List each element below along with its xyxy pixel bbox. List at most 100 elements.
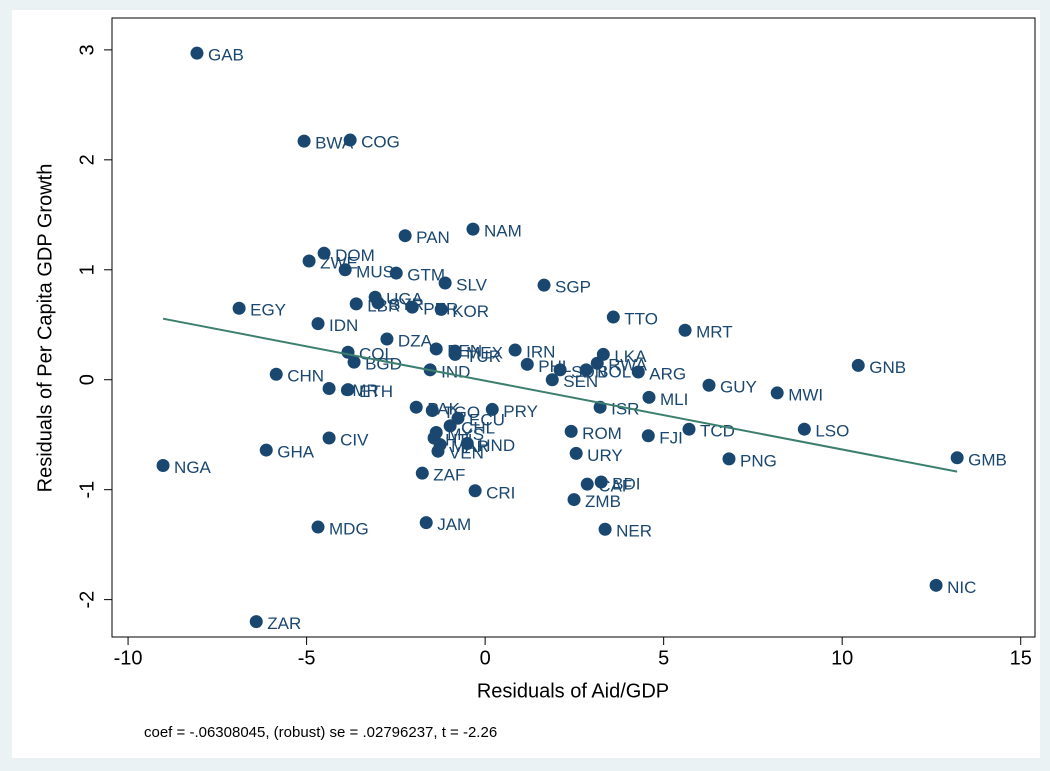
point [678, 323, 692, 337]
x-tick-label: 10 [831, 647, 853, 669]
y-tick-label: -2 [76, 591, 98, 609]
point [485, 402, 499, 416]
point [564, 424, 578, 438]
point-label: PRY [503, 402, 538, 421]
point-label: IND [441, 362, 470, 381]
point-label: BDI [612, 474, 640, 493]
point-label: MDG [329, 520, 369, 539]
point-label: TTO [624, 310, 658, 329]
x-tick-label: -10 [114, 647, 143, 669]
point [770, 386, 784, 400]
x-tick-label: 0 [480, 647, 491, 669]
point [341, 383, 355, 397]
point [398, 229, 412, 243]
point [338, 263, 352, 277]
point [269, 367, 283, 381]
point-label: FJI [659, 428, 683, 447]
point [590, 356, 604, 370]
point-label: ETH [359, 382, 393, 401]
point-label: GHA [277, 443, 315, 462]
point-label: PAN [416, 228, 450, 247]
point-label: NIC [947, 578, 976, 597]
point-label: GMB [968, 450, 1007, 469]
point [302, 254, 316, 268]
point [569, 446, 583, 460]
point-label: CHN [287, 367, 324, 386]
point-label: CHL [461, 418, 495, 437]
point [425, 404, 439, 418]
x-tick-label: 5 [658, 647, 669, 669]
x-tick-label: 15 [1010, 647, 1032, 669]
point-label: ROM [582, 424, 622, 443]
point [349, 297, 363, 311]
point-label: SLV [456, 275, 488, 294]
point-label: ZMB [585, 492, 621, 511]
point-label: MEX [466, 344, 503, 363]
point-label: GAB [208, 46, 244, 65]
y-axis-label: Residuals of Per Capita GDP Growth [34, 164, 56, 493]
point [520, 357, 534, 371]
point-label: IRN [526, 343, 555, 362]
point-label: TUR [466, 347, 501, 366]
point-label: PNG [740, 451, 777, 470]
point [641, 429, 655, 443]
point-label: SEN [563, 372, 598, 391]
point [594, 475, 608, 489]
point [405, 300, 419, 314]
point-label: DOM [335, 246, 375, 265]
point-label: HND [478, 436, 515, 455]
point [311, 520, 325, 534]
point [606, 310, 620, 324]
point [389, 266, 403, 280]
point [722, 452, 736, 466]
point [429, 342, 443, 356]
point [322, 382, 336, 396]
y-tick-label: 2 [76, 154, 98, 165]
point [347, 355, 361, 369]
point-label: MUS [356, 262, 394, 281]
point-label: MYS [447, 425, 484, 444]
point [380, 332, 394, 346]
point-label: ZAR [267, 614, 301, 633]
point-label: IDN [329, 316, 358, 335]
point-label: EGY [250, 301, 286, 320]
point-label: CAF [598, 477, 632, 496]
point-label: ARG [649, 365, 686, 384]
point-label: BOL [597, 362, 631, 381]
x-tick-label: -5 [298, 647, 316, 669]
point [642, 390, 656, 404]
point [434, 302, 448, 316]
y-tick-label: 0 [76, 374, 98, 385]
point-label: ISR [611, 400, 639, 419]
point-label: NER [616, 522, 652, 541]
point-label: GTM [407, 266, 445, 285]
point [468, 484, 482, 498]
point [409, 400, 423, 414]
point-label: GUY [720, 378, 757, 397]
point [631, 365, 645, 379]
point-label: GNB [869, 358, 906, 377]
point-label: KOR [452, 302, 489, 321]
point-label: NAM [484, 222, 522, 241]
point [702, 378, 716, 392]
point [466, 222, 480, 236]
point [580, 477, 594, 491]
y-tick-label: 1 [76, 264, 98, 275]
point [682, 422, 696, 436]
point [508, 343, 522, 357]
point-label: LSO [815, 422, 849, 441]
point [929, 578, 943, 592]
point-label: DZA [398, 332, 433, 351]
point [297, 134, 311, 148]
point [537, 278, 551, 292]
point [950, 451, 964, 465]
point-label: MLI [660, 390, 688, 409]
x-axis-label: Residuals of Aid/GDP [477, 680, 669, 702]
point-label: ZAF [433, 466, 465, 485]
point [851, 358, 865, 372]
point [545, 373, 559, 387]
point [598, 522, 612, 536]
point-label: URY [587, 446, 623, 465]
point [553, 363, 567, 377]
